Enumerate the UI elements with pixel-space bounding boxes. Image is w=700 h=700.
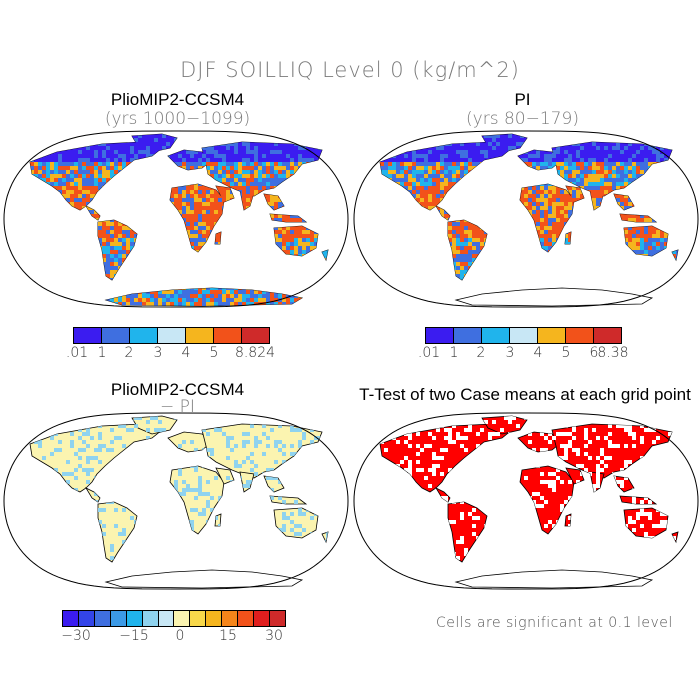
colorbar-tick-label: 5 bbox=[561, 345, 571, 361]
colorbar-pi bbox=[425, 327, 622, 344]
map-frame bbox=[3, 130, 349, 308]
panel4-title: T-Test of two Case means at each grid po… bbox=[359, 385, 691, 404]
colorbar-swatch bbox=[206, 611, 223, 626]
colorbar-swatch bbox=[63, 611, 79, 626]
colorbar-tick-label: 4 bbox=[533, 345, 543, 361]
colorbar-swatch bbox=[238, 611, 255, 626]
colorbar-swatch bbox=[110, 611, 127, 626]
panel1-subtitle: (yrs 1000−1099) bbox=[104, 109, 251, 129]
colorbar-tick-label: 5 bbox=[209, 345, 219, 361]
map-panel-difference bbox=[3, 412, 349, 590]
field-texture bbox=[380, 134, 678, 306]
colorbar-tick-label: 2 bbox=[124, 345, 134, 361]
colorbar-tick-label: 6 bbox=[589, 345, 599, 361]
colorbar-swatch bbox=[74, 328, 102, 343]
colorbar-tick-label: 4 bbox=[181, 345, 191, 361]
colorbar-swatch bbox=[186, 328, 214, 343]
map-panel-pi bbox=[353, 130, 699, 308]
colorbar-swatch bbox=[269, 611, 285, 626]
colorbar-swatch bbox=[214, 328, 242, 343]
colorbar-tick-label: 1 bbox=[449, 345, 459, 361]
significance-note: Cells are significant at 0.1 level bbox=[436, 615, 673, 631]
figure-title: DJF SOILLIQ Level 0 (kg/m^2) bbox=[180, 58, 520, 82]
colorbar-swatch bbox=[190, 611, 207, 626]
colorbar-swatch bbox=[482, 328, 510, 343]
colorbar-tick-label: 3 bbox=[505, 345, 515, 361]
colorbar-tick-label: 15 bbox=[219, 628, 237, 644]
colorbar-tick-label: −15 bbox=[119, 628, 149, 644]
continent-antarctica bbox=[104, 569, 304, 589]
colorbar-pliomip2-labels: .01 1 2 3 4 5 8.824 bbox=[66, 345, 275, 363]
continent-antarctica bbox=[454, 287, 654, 307]
colorbar-tick-label: −30 bbox=[61, 628, 91, 644]
colorbar-swatch bbox=[102, 328, 130, 343]
colorbar-pliomip2 bbox=[73, 327, 270, 344]
panel3-title: PlioMIP2-CCSM4 bbox=[110, 380, 245, 399]
map-frame bbox=[3, 412, 349, 590]
colorbar-swatch bbox=[538, 328, 566, 343]
continent-antarctica bbox=[454, 569, 654, 589]
panel3-subtitle: − PI bbox=[160, 397, 195, 417]
panel1-title: PlioMIP2-CCSM4 bbox=[110, 90, 245, 109]
colorbar-swatch bbox=[566, 328, 594, 343]
continent-camerica bbox=[84, 487, 101, 503]
map-panel-pliomip2 bbox=[3, 130, 349, 308]
colorbar-swatch bbox=[130, 328, 158, 343]
colorbar-swatch bbox=[78, 611, 95, 626]
colorbar-difference-labels: −30 −15 0 15 30 bbox=[61, 628, 286, 646]
colorbar-tick-label: 8.38 bbox=[597, 345, 629, 361]
colorbar-tick-label: 0 bbox=[175, 628, 185, 644]
map-frame bbox=[353, 130, 699, 308]
colorbar-tick-label: 30 bbox=[265, 628, 283, 644]
panel2-subtitle: (yrs 80−179) bbox=[466, 109, 579, 129]
colorbar-swatch bbox=[254, 611, 270, 626]
colorbar-swatch bbox=[242, 328, 269, 343]
colorbar-swatch bbox=[594, 328, 621, 343]
colorbar-difference bbox=[62, 610, 286, 627]
map-frame bbox=[353, 412, 699, 590]
colorbar-swatch bbox=[142, 611, 159, 626]
colorbar-swatch bbox=[222, 611, 239, 626]
colorbar-tick-label: 3 bbox=[153, 345, 163, 361]
colorbar-tick-label: 2 bbox=[476, 345, 486, 361]
colorbar-swatch bbox=[158, 611, 175, 626]
colorbar-tick-label: .01 bbox=[65, 345, 89, 361]
colorbar-swatch bbox=[94, 611, 111, 626]
colorbar-pi-labels: .01 1 2 3 4 5 6 8.38 bbox=[418, 345, 629, 363]
colorbar-swatch bbox=[158, 328, 186, 343]
colorbar-swatch bbox=[126, 611, 143, 626]
colorbar-swatch bbox=[426, 328, 454, 343]
field-texture bbox=[30, 134, 328, 306]
colorbar-swatch bbox=[174, 611, 191, 626]
colorbar-swatch bbox=[510, 328, 538, 343]
map-panel-ttest bbox=[353, 412, 699, 590]
colorbar-swatch bbox=[454, 328, 482, 343]
colorbar-tick-label: 8.824 bbox=[234, 345, 276, 361]
continent-indonesia bbox=[269, 495, 308, 505]
colorbar-tick-label: 1 bbox=[97, 345, 107, 361]
panel2-title: PI bbox=[514, 90, 531, 109]
colorbar-tick-label: .01 bbox=[417, 345, 441, 361]
continent-samerica bbox=[447, 501, 488, 563]
